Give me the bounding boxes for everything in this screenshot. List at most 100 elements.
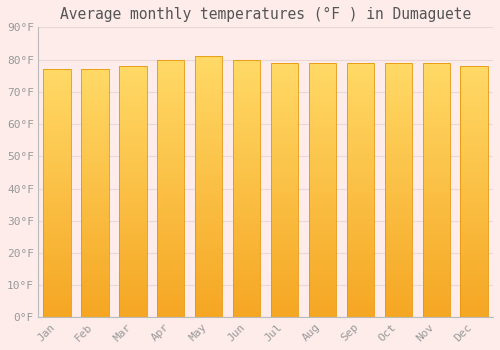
Bar [422,138,450,139]
Bar [119,136,146,138]
Bar [309,138,336,139]
Bar [157,176,184,177]
Bar [44,269,70,270]
Bar [157,200,184,201]
Bar [195,142,222,144]
Bar [195,137,222,139]
Bar [82,218,108,219]
Bar [119,103,146,104]
Bar [119,124,146,125]
Bar [271,65,298,66]
Bar [233,185,260,186]
Bar [422,270,450,272]
Bar [157,63,184,65]
Bar [195,88,222,89]
Bar [44,187,70,188]
Bar [157,194,184,195]
Bar [44,262,70,263]
Bar [346,176,374,177]
Bar [346,63,374,64]
Bar [384,84,412,86]
Bar [346,111,374,112]
Bar [44,233,70,234]
Bar [384,265,412,267]
Bar [119,233,146,235]
Bar [195,253,222,255]
Bar [44,136,70,138]
Bar [460,304,487,305]
Bar [82,158,108,159]
Bar [82,174,108,175]
Bar [233,245,260,246]
Bar [157,256,184,257]
Bar [157,173,184,174]
Bar [460,193,487,194]
Bar [119,168,146,169]
Bar [82,154,108,155]
Bar [384,116,412,118]
Bar [233,236,260,238]
Bar [44,171,70,172]
Bar [422,106,450,107]
Bar [44,159,70,160]
Bar [82,249,108,251]
Bar [195,106,222,107]
Bar [82,152,108,154]
Bar [271,101,298,102]
Bar [82,316,108,317]
Bar [82,176,108,177]
Bar [346,226,374,227]
Bar [384,306,412,307]
Bar [119,86,146,88]
Bar [119,74,146,75]
Bar [82,293,108,294]
Bar [271,69,298,70]
Bar [422,190,450,191]
Bar [82,310,108,311]
Bar [309,228,336,230]
Bar [157,212,184,213]
Bar [309,242,336,244]
Bar [346,134,374,135]
Bar [422,282,450,283]
Bar [44,154,70,155]
Bar [44,181,70,182]
Bar [422,202,450,203]
Bar [233,232,260,234]
Bar [422,170,450,171]
Bar [82,195,108,196]
Bar [119,290,146,291]
Bar [422,174,450,175]
Bar [119,207,146,208]
Bar [346,282,374,283]
Bar [157,163,184,164]
Bar [384,200,412,202]
Bar [44,268,70,269]
Bar [157,246,184,248]
Bar [82,92,108,93]
Bar [346,148,374,149]
Bar [271,218,298,219]
Bar [460,124,487,125]
Bar [157,263,184,265]
Bar [422,121,450,122]
Bar [309,101,336,102]
Bar [460,133,487,134]
Bar [82,207,108,208]
Bar [422,200,450,202]
Bar [309,171,336,172]
Bar [346,149,374,150]
Bar [82,295,108,296]
Bar [460,204,487,205]
Bar [422,84,450,86]
Bar [233,127,260,128]
Bar [157,112,184,114]
Bar [271,170,298,171]
Bar [422,161,450,162]
Bar [271,282,298,283]
Bar [233,191,260,193]
Bar [460,314,487,315]
Bar [44,113,70,114]
Bar [384,267,412,268]
Bar [157,287,184,288]
